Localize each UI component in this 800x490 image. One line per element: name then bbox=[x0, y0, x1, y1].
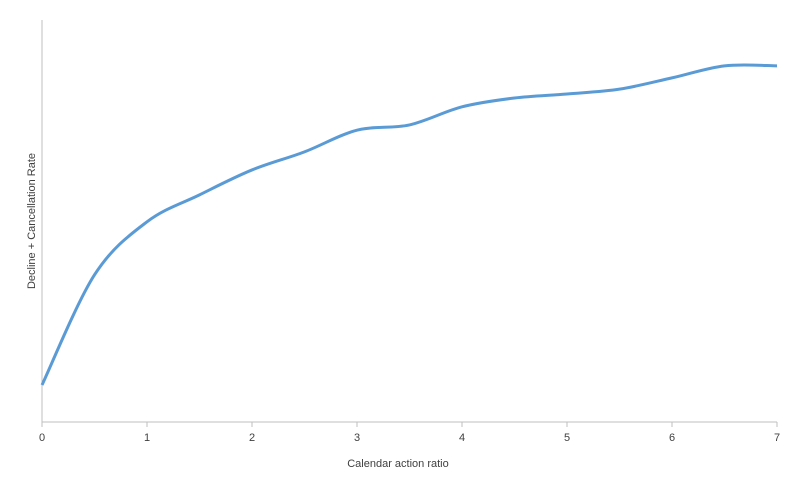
x-tick-label: 5 bbox=[564, 432, 570, 444]
x-tick-label: 6 bbox=[669, 432, 675, 444]
x-tick-label: 1 bbox=[144, 432, 150, 444]
x-tick-label: 3 bbox=[354, 432, 360, 444]
y-axis-title: Decline + Cancellation Rate bbox=[26, 153, 38, 289]
x-axis-title: Calendar action ratio bbox=[347, 458, 449, 470]
x-tick-label: 0 bbox=[39, 432, 45, 444]
data-line bbox=[40, 63, 778, 386]
x-tick-label: 7 bbox=[774, 432, 780, 444]
x-tick-label: 4 bbox=[459, 432, 465, 444]
x-tick-label: 2 bbox=[249, 432, 255, 444]
